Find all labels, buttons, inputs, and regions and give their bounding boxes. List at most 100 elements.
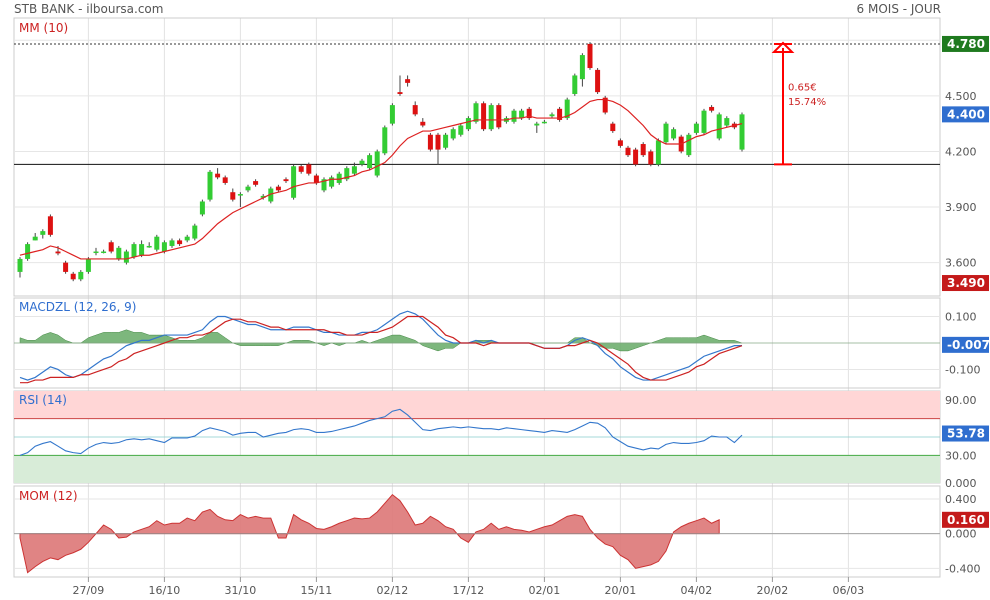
- candle-body: [63, 262, 69, 272]
- macd-tick-label: 0.100: [945, 311, 977, 324]
- candle-body: [724, 118, 730, 126]
- candle-body: [283, 179, 289, 182]
- candle-body: [693, 123, 699, 133]
- chart-title: STB BANK - ilboursa.com: [14, 2, 164, 16]
- candle-body: [405, 79, 411, 83]
- candle-body: [237, 194, 243, 196]
- candle-body: [602, 97, 608, 113]
- candle-body: [458, 125, 464, 135]
- candle-body: [40, 231, 46, 235]
- candle-body: [663, 123, 669, 143]
- candle-body: [427, 134, 433, 150]
- candle-body: [443, 134, 449, 148]
- candle-body: [465, 118, 471, 130]
- candle-body: [488, 105, 494, 130]
- candle-body: [526, 108, 532, 119]
- candle-body: [336, 173, 342, 183]
- mom-tick-label: 0.400: [945, 493, 977, 506]
- candle-body: [739, 114, 745, 150]
- candle-body: [435, 134, 441, 150]
- candle-body: [496, 105, 502, 128]
- candle-body: [351, 166, 357, 174]
- macd-tag-bg: [942, 336, 989, 353]
- range-value: 0.65€: [788, 82, 817, 93]
- rsi-tag-bg: [942, 425, 989, 442]
- candle-body: [70, 273, 76, 280]
- rsi-tick-label: 30.00: [945, 449, 977, 462]
- x-tick-label: 17/12: [453, 584, 485, 597]
- macd-tag: -0.007: [947, 338, 990, 352]
- candle-body: [230, 192, 236, 200]
- candle-body: [78, 271, 84, 280]
- x-tick-label: 06/03: [833, 584, 865, 597]
- x-tick-label: 20/02: [757, 584, 789, 597]
- candle-body: [93, 251, 99, 254]
- candle-body: [420, 121, 426, 126]
- candle-body: [671, 129, 677, 139]
- candle-body: [367, 155, 373, 169]
- candle-body: [207, 171, 213, 200]
- candle-body: [595, 69, 601, 93]
- candle-body: [534, 123, 540, 126]
- price-tick-label: 4.200: [945, 145, 977, 158]
- rsi-oversold-band: [14, 455, 940, 483]
- candle-body: [123, 251, 129, 263]
- candle-body: [199, 201, 205, 215]
- candle-body: [473, 103, 479, 122]
- x-tick-label: 16/10: [149, 584, 181, 597]
- candle-body: [374, 151, 380, 176]
- candle-body: [648, 151, 654, 165]
- candle-body: [108, 242, 114, 252]
- candle-body: [640, 144, 646, 156]
- x-tick-label: 02/12: [377, 584, 409, 597]
- period-label: 6 MOIS - JOUR: [856, 2, 941, 16]
- candle-body: [359, 160, 365, 165]
- candle-body: [116, 247, 122, 259]
- candle-body: [55, 251, 61, 254]
- mom-tag-bg: [942, 511, 989, 528]
- macd-signal-line: [20, 315, 743, 384]
- mom-tag: 0.160: [947, 513, 985, 527]
- candle-body: [549, 114, 555, 117]
- candle-body: [709, 106, 715, 111]
- panel-title-mm: MM (10): [19, 21, 68, 35]
- candle-body: [686, 134, 692, 156]
- candle-body: [192, 225, 198, 239]
- candle-body: [268, 188, 274, 202]
- macd-tick-label: -0.100: [945, 363, 980, 376]
- candle-body: [101, 251, 107, 254]
- rsi-tick-label: 0.000: [945, 477, 977, 490]
- panel-title-macd: MACDZL (12, 26, 9): [19, 300, 137, 314]
- candle-body: [253, 181, 259, 185]
- candle-body: [131, 244, 137, 258]
- price-tag-bg: [942, 35, 989, 52]
- macd-line: [19, 310, 742, 381]
- candle-body: [382, 127, 388, 154]
- candle-body: [260, 195, 266, 198]
- candle-body: [161, 242, 167, 252]
- x-tick-label: 27/09: [73, 584, 105, 597]
- candle-body: [519, 110, 525, 119]
- candle-body: [397, 92, 403, 94]
- candle-body: [617, 140, 623, 146]
- candle-body: [47, 216, 53, 235]
- candle-body: [139, 244, 145, 256]
- price-tag-bg: [942, 106, 989, 123]
- candle-body: [245, 186, 251, 191]
- candle-body: [450, 129, 456, 139]
- mom-tick-label: 0.000: [945, 528, 977, 541]
- candle-body: [633, 149, 639, 165]
- rsi-tick-label: 90.00: [945, 394, 977, 407]
- candle-body: [321, 179, 327, 191]
- panel-title-rsi: RSI (14): [19, 393, 67, 407]
- mom-tick-label: -0.400: [945, 562, 980, 575]
- candle-body: [587, 43, 593, 69]
- rsi-overbought-band: [14, 391, 940, 419]
- rsi-line: [19, 408, 743, 456]
- candle-body: [146, 245, 152, 248]
- price-tick-label: 3.600: [945, 257, 977, 270]
- candle-body: [275, 186, 281, 191]
- candle-body: [222, 177, 228, 183]
- candle-body: [701, 110, 707, 133]
